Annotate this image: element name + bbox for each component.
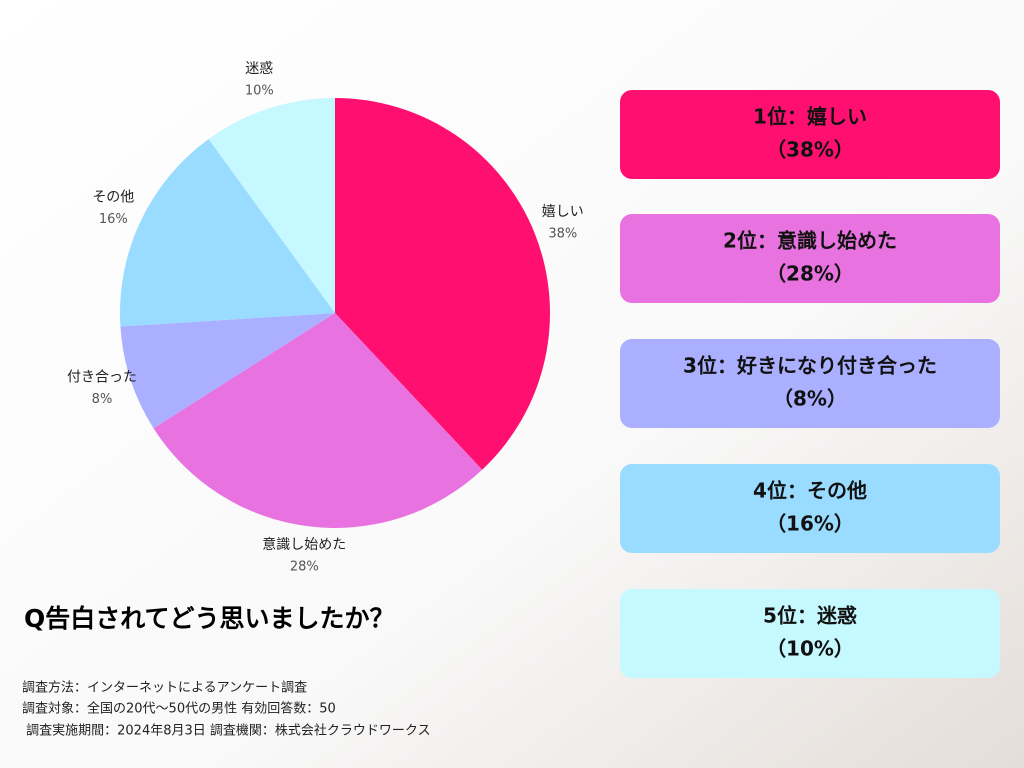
- ranking-box: [620, 90, 1000, 179]
- ranking-box: [620, 214, 1000, 303]
- pie-slice: [120, 139, 335, 327]
- question-title: Q告白されてどう思いましたか？: [24, 604, 395, 633]
- pie-slice: [335, 98, 550, 470]
- ranking-title: 1位：嬉しい: [753, 105, 867, 129]
- ranking-title: 5位：迷惑: [763, 604, 857, 628]
- ranking-percent: （8%）: [773, 387, 847, 411]
- pie-slice: [153, 313, 483, 528]
- ranking-box: [620, 589, 1000, 678]
- ranking-box: [620, 339, 1000, 428]
- slice-label: 付き合った: [67, 370, 137, 386]
- ranking-box: [620, 464, 1000, 553]
- pie-slice: [120, 313, 335, 429]
- slice-label: 迷惑: [245, 61, 273, 77]
- ranking-percent: （16%）: [766, 512, 854, 536]
- slice-value-label: 28%: [290, 560, 319, 575]
- slice-label: 嬉しい: [542, 204, 584, 220]
- ranking-percent: （10%）: [766, 637, 854, 661]
- ranking-title: 2位：意識し始めた: [723, 229, 897, 253]
- slice-value-label: 10%: [245, 83, 274, 98]
- slice-value-label: 16%: [99, 212, 128, 227]
- slice-label: 意識し始めた: [262, 536, 346, 553]
- pie-slice: [208, 98, 335, 313]
- slice-label: その他: [92, 190, 134, 206]
- note: 調査実施期間：2024年8月3日 調査機関：株式会社クラウドワークス: [22, 723, 431, 739]
- ranking-percent: （28%）: [766, 262, 854, 286]
- ranking-title: 4位：その他: [753, 479, 867, 503]
- slice-value-label: 38%: [548, 226, 577, 241]
- ranking-percent: （38%）: [766, 138, 854, 162]
- note: 調査対象：全国の20代〜50代の男性 有効回答数：50: [22, 701, 336, 717]
- ranking-title: 3位：好きになり付き合った: [683, 354, 937, 378]
- note: 調査方法：インターネットによるアンケート調査: [22, 680, 307, 696]
- slice-value-label: 8%: [92, 392, 113, 407]
